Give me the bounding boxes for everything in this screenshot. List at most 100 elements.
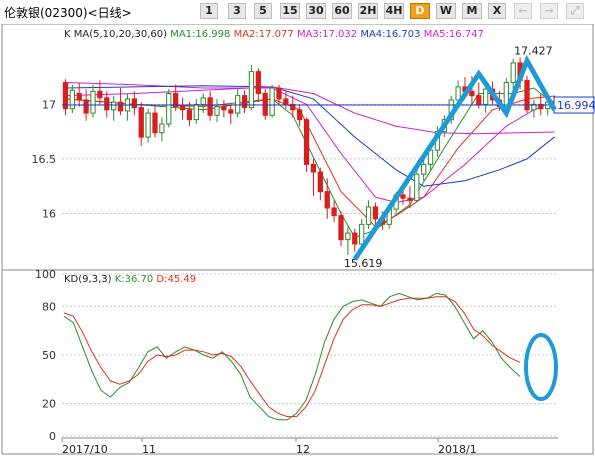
candle-body [131, 98, 137, 109]
ma-line-ma3 [65, 82, 555, 204]
candle-body [214, 106, 220, 116]
x-axis-label: 2018/1 [438, 443, 477, 456]
kd-line-d [63, 296, 521, 418]
candle-body [483, 88, 489, 105]
ma-legend-item: MA1:16.998 [170, 29, 233, 40]
candle-body [104, 97, 110, 111]
ma-legend-item: MA(5,10,20,30,60) [74, 29, 170, 40]
candle-body [290, 103, 296, 111]
kd-panel-title: KD(9,3,3) [64, 274, 115, 285]
ma-legend-item: MA3:17.032 [297, 29, 360, 40]
candle-body [111, 101, 117, 111]
ma-legend-item: MA2:17.077 [234, 29, 297, 40]
candle-body [248, 71, 255, 109]
ma-legend-item: MA5:16.747 [424, 29, 484, 40]
price-tick-label: 16.5 [32, 153, 57, 166]
candle-body [228, 109, 234, 114]
candle-body [345, 232, 351, 241]
annotation-zigzag [352, 54, 557, 261]
candle-body [117, 101, 124, 112]
candle-body [90, 90, 96, 114]
kd-panel: 0 20 50 80 100 KD(9,3,3) K:36.70 D:45.49 [1, 268, 594, 455]
candle-body [510, 62, 516, 84]
chart-canvas[interactable]: 16 16.5 17 K MA(5,10,20,30,60) MA1:16.998 M… [0, 24, 595, 457]
candle-body [76, 92, 82, 101]
ma-legend-item: MA4:16.703 [360, 29, 423, 40]
current-price-label: 16.994 [557, 99, 595, 112]
chart-title: 伦敦银(02300)<日线> [4, 6, 132, 20]
candle-body [524, 79, 530, 111]
candle-body [303, 119, 310, 165]
period-60-button[interactable]: 60 [332, 3, 352, 19]
high-price-label: 17.427 [514, 44, 553, 57]
candle-body [407, 197, 413, 201]
period-2h-button[interactable]: 2H [358, 3, 378, 19]
kd-tick-label: 20 [42, 398, 56, 411]
candle-body [173, 92, 179, 108]
candle-body [476, 95, 482, 105]
period-3-button[interactable]: 3 [228, 3, 246, 19]
candle-body [193, 103, 199, 121]
candle-body [317, 171, 323, 193]
candle-body [324, 191, 330, 209]
candle-body [255, 71, 261, 94]
kd-tick-label: 80 [42, 300, 56, 313]
x-axis: 2017/10 11 12 2018/1 [61, 437, 558, 456]
candle-body [207, 97, 213, 116]
candle-body [531, 103, 537, 111]
period-4h-button[interactable]: 4H [384, 3, 404, 19]
candle-body [69, 89, 75, 110]
candle-body [145, 112, 151, 138]
candle-body [455, 86, 461, 101]
arrow-right-button: → [540, 3, 558, 19]
kd-tick-label: 50 [42, 349, 56, 362]
candle-body [221, 106, 227, 111]
toolbar: 伦敦银(02300)<日线> 1 3 5 15 30 60 2H 4H D W M X ← → ⤢ [0, 0, 595, 24]
candle-body [152, 112, 158, 134]
close-button[interactable]: X [488, 3, 506, 19]
candle-body [331, 207, 337, 217]
price-panel-title: K [64, 29, 74, 40]
period-1-button[interactable]: 1 [200, 3, 218, 19]
annotation-ellipse [524, 333, 558, 401]
candle-body [159, 123, 165, 134]
kd-legend-item: K:36.70 [115, 274, 157, 285]
candle-body [283, 98, 289, 105]
ma-line-ma4 [65, 85, 555, 187]
x-axis-label: 11 [142, 443, 156, 456]
candle-body [235, 95, 241, 114]
candle-body [310, 163, 317, 173]
period-30-button[interactable]: 30 [306, 3, 326, 19]
candle-body [269, 87, 275, 116]
candle-body [262, 92, 268, 116]
candle-body [166, 92, 172, 125]
low-price-label: 15.619 [344, 257, 383, 270]
period-week-button[interactable]: W [436, 3, 456, 19]
arrow-left-button: ← [514, 3, 532, 19]
period-15-button[interactable]: 15 [280, 3, 300, 19]
price-panel: 16 16.5 17 K MA(5,10,20,30,60) MA1:16.998 M… [1, 24, 595, 271]
kd-tick-label: 0 [49, 430, 56, 443]
candle-body [297, 109, 303, 121]
x-axis-label: 12 [296, 443, 310, 456]
candle-body [414, 173, 420, 201]
candle-body [200, 97, 206, 105]
price-legend: K MA(5,10,20,30,60) MA1:16.998 MA2:17.07… [64, 29, 484, 40]
candle-body [186, 109, 193, 121]
candle-body [138, 107, 144, 138]
candle-body [365, 206, 372, 225]
period-month-button[interactable]: M [462, 3, 482, 19]
expand-button: ⤢ [566, 3, 584, 19]
candle-body [400, 194, 406, 199]
kd-legend-item: D:45.49 [156, 274, 196, 285]
candle-body [241, 95, 248, 109]
price-tick-label: 16 [42, 207, 56, 220]
candle-body [421, 163, 427, 175]
candle-body [359, 223, 365, 245]
period-5-button[interactable]: 5 [254, 3, 272, 19]
candle-body [179, 106, 186, 111]
candle-body [338, 215, 344, 241]
ma-line-ma5 [65, 86, 555, 135]
period-day-button[interactable]: D [410, 3, 430, 19]
candle-body [538, 103, 544, 110]
